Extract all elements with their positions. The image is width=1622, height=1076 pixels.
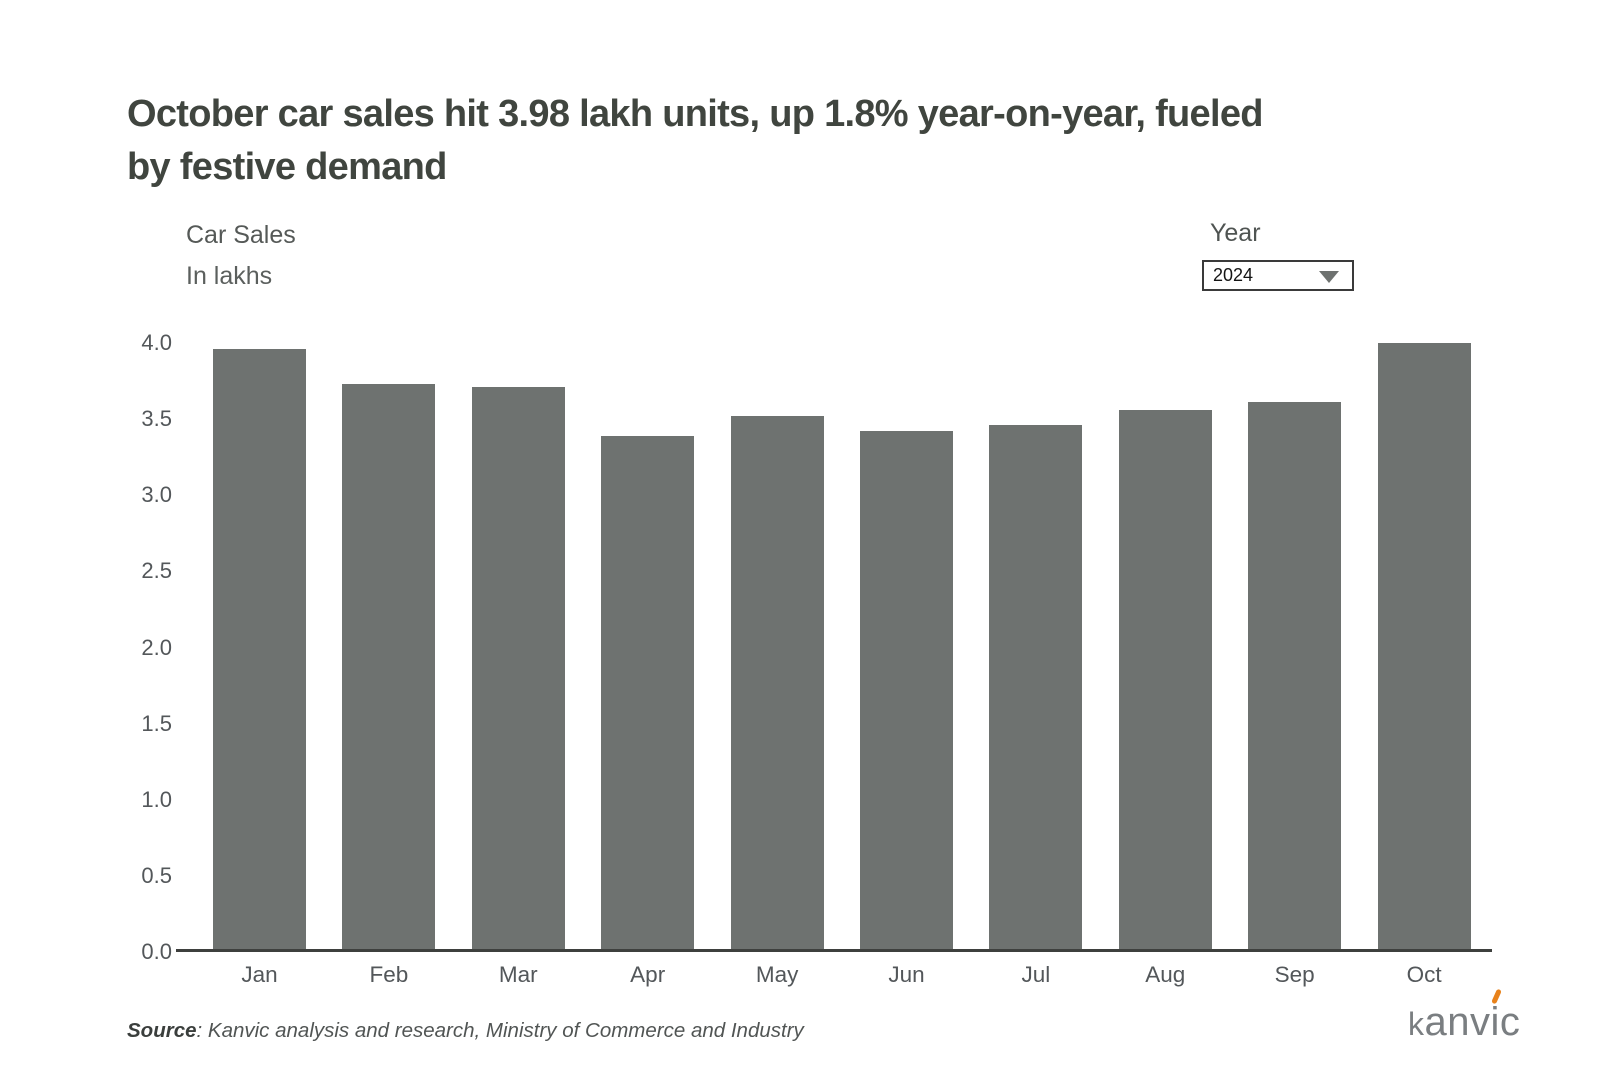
bar-sep (1248, 402, 1342, 949)
bar-feb (342, 384, 436, 949)
year-dropdown-value: 2024 (1213, 265, 1254, 285)
x-tick-label-sep: Sep (1274, 962, 1315, 987)
bar-jun (860, 431, 953, 949)
x-tick-label-jul: Jul (1021, 962, 1051, 987)
y-tick-label-2.0: 2.0 (141, 634, 172, 660)
y-tick-label-0.0: 0.0 (141, 939, 172, 964)
x-tick-label-oct: Oct (1406, 962, 1442, 987)
logo-letter-i: i (1491, 988, 1502, 1045)
bar-jan (213, 349, 306, 949)
x-tick-label-may: May (755, 962, 799, 987)
bar-jul (989, 425, 1083, 949)
y-tick-label-4.0: 4.0 (141, 330, 172, 355)
bar-mar (471, 387, 565, 949)
source-text: : Kanvic analysis and research, Ministry… (196, 1019, 804, 1042)
x-tick-label-feb: Feb (369, 962, 409, 987)
kanvic-logo: kanv ic (1408, 988, 1521, 1045)
x-axis: Jan Feb Mar Apr May Jun Jul Aug Sep Oct (176, 962, 1492, 994)
chart-axis-units: In lakhs (186, 262, 273, 290)
y-tick-label-3.5: 3.5 (141, 406, 172, 432)
year-dropdown[interactable]: 2024 (1202, 260, 1354, 291)
logo-letter-c: c (1499, 1000, 1521, 1044)
source-label: Source (127, 1019, 197, 1042)
y-tick-label-0.5: 0.5 (141, 862, 172, 888)
y-axis: 0.0 0.5 1.0 1.5 2.0 2.5 3.0 3.5 4.0 (100, 330, 172, 964)
logo-letter-k: k (1408, 1006, 1425, 1042)
source-note: Source: Kanvic analysis and research, Mi… (127, 1019, 804, 1043)
logo-letters-anv: anv (1424, 1000, 1491, 1044)
year-filter-label: Year (1210, 219, 1261, 247)
y-tick-label-2.5: 2.5 (141, 558, 172, 584)
x-tick-label-jan: Jan (241, 962, 278, 987)
y-tick-label-1.0: 1.0 (141, 786, 172, 812)
y-tick-label-3.0: 3.0 (141, 482, 172, 508)
page-title: October car sales hit 3.98 lakh units, u… (127, 93, 1263, 188)
x-tick-label-mar: Mar (498, 962, 538, 987)
bar-aug (1118, 410, 1212, 949)
bar-apr (601, 435, 695, 949)
y-tick-label-1.5: 1.5 (141, 710, 172, 736)
x-tick-label-apr: Apr (630, 962, 666, 987)
x-tick-label-jun: Jun (888, 962, 925, 987)
bar-chart-plot (176, 343, 1492, 952)
bar-may (730, 416, 824, 949)
triangle-down-icon (1319, 271, 1339, 283)
bar-oct (1377, 343, 1471, 949)
chart-axis-title: Car Sales (186, 221, 296, 249)
x-tick-label-aug: Aug (1145, 962, 1186, 987)
